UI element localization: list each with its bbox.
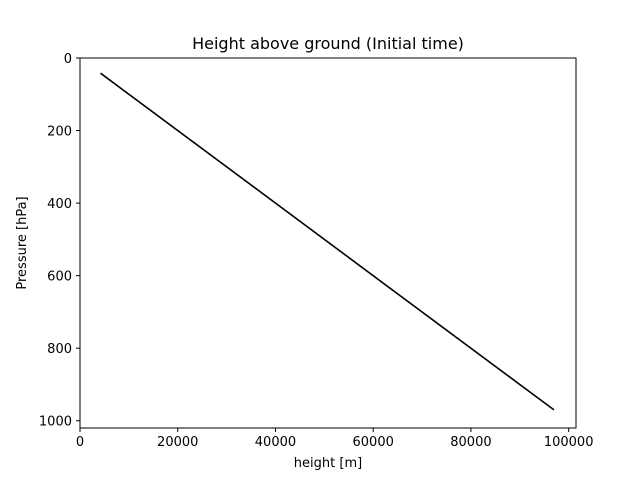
x-tick-label: 20000 — [157, 435, 198, 450]
plot-area — [100, 72, 555, 411]
y-tick-label: 200 — [47, 125, 72, 140]
y-tick-label: 400 — [47, 197, 72, 212]
y-axis: 0 200 400 600 800 1000 — [39, 52, 80, 430]
x-tick-label: 60000 — [353, 435, 394, 450]
x-tick-label: 0 — [76, 435, 84, 450]
y-tick-label: 0 — [64, 52, 72, 67]
y-tick-label: 1000 — [39, 415, 72, 430]
x-axis: 0 20000 40000 60000 80000 100000 — [76, 428, 594, 450]
chart-title: Height above ground (Initial time) — [192, 34, 464, 53]
x-axis-label: height [m] — [294, 456, 362, 471]
axes-frame — [79, 57, 577, 429]
y-axis-label: Pressure [hPa] — [15, 196, 30, 289]
x-tick-label: 100000 — [544, 435, 594, 450]
x-tick-label: 40000 — [255, 435, 296, 450]
y-tick-label: 600 — [47, 270, 72, 285]
x-tick-label: 80000 — [450, 435, 491, 450]
y-tick-label: 800 — [47, 342, 72, 357]
series-line — [100, 72, 555, 411]
